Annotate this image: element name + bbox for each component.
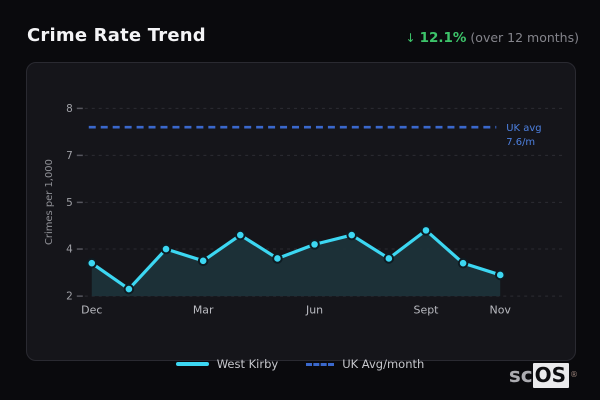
data-point-marker [160,243,172,255]
chart-panel: 2 4 5 7 8 Crimes per 1,000 UK avg 7.6/m Dec Mar Ju… [26,62,576,361]
x-tick-label: Dec [81,303,102,316]
scos-logo: sc OS ® [508,363,578,388]
data-point-marker [123,283,135,295]
data-point-marker [86,257,98,269]
x-tick-label: Sept [414,303,440,316]
y-tick-label: 2 [66,291,73,303]
data-point-marker [420,225,432,236]
trend-down-arrow: ↓ [405,31,416,45]
legend-label: UK Avg/month [342,357,425,371]
data-point-marker [309,239,320,250]
crime-trend-chart: 2 4 5 7 8 Crimes per 1,000 UK avg 7.6/m Dec Mar Ju… [44,103,563,316]
y-tick-label: 4 [66,244,73,256]
solid-line-swatch [175,362,209,366]
x-tick-label: Nov [490,303,512,316]
data-point-marker [197,255,209,267]
page-title: Crime Rate Trend [27,25,206,46]
logo-prefix: sc [508,363,533,387]
y-tick-label: 8 [66,103,73,115]
legend-label: West Kirby [216,357,279,371]
dashed-line-swatch [306,362,335,366]
y-tick-label: 7 [66,150,73,162]
legend-item-west-kirby[interactable]: West Kirby [175,357,279,371]
data-point-marker [457,257,469,269]
series-line-west-kirby [90,228,502,291]
data-point-marker [494,269,506,281]
legend-item-uk-avg[interactable]: UK Avg/month [306,357,424,371]
trend-caption: (over 12 months) [470,30,579,45]
chart-legend: West Kirby UK Avg/month [0,355,600,373]
trend-value: 12.1% [419,30,467,46]
trend-badge: ↓ 12.1% (over 12 months) [406,30,579,46]
data-point-marker [346,229,357,241]
uk-avg-annotation: 7.6/m [506,137,535,148]
data-point-marker [383,253,395,264]
logo-suffix: OS [532,363,569,388]
uk-avg-annotation: UK avg [506,123,541,134]
y-tick-label: 5 [66,197,73,209]
data-point-marker [272,253,283,264]
series-area-fill [91,230,501,297]
data-point-marker [235,229,246,241]
x-tick-label: Mar [193,303,214,316]
y-axis-title: Crimes per 1,000 [44,159,55,245]
x-tick-label: Jun [305,303,323,316]
registered-mark: ® [570,370,578,379]
